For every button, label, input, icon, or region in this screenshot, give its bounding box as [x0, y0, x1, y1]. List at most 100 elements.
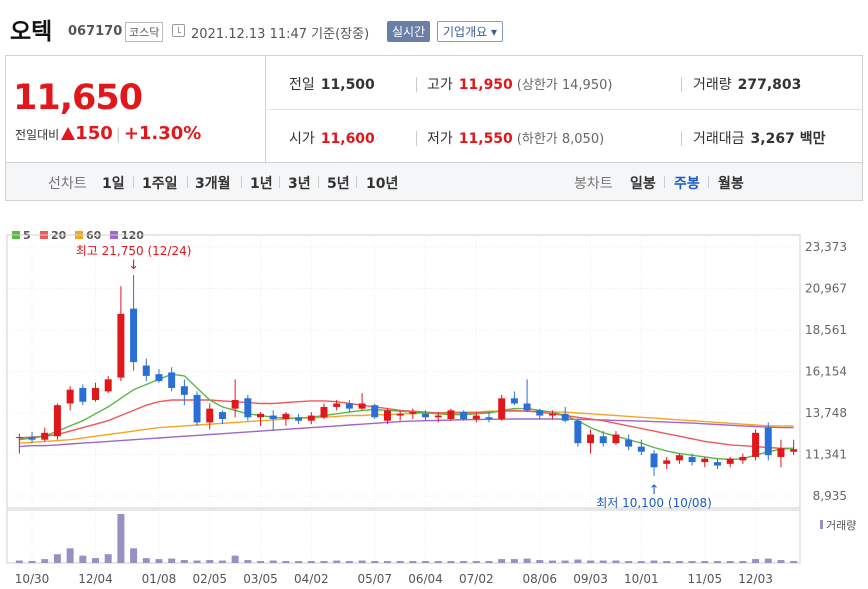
candle-body [15, 437, 23, 439]
x-tick-label: 04/02 [294, 572, 329, 586]
candle [739, 453, 747, 464]
ma20-line [19, 399, 794, 450]
ma5-line [19, 373, 794, 461]
volume-bar [142, 558, 150, 563]
candle-body [320, 406, 328, 418]
volume-bar [434, 561, 442, 563]
candle [777, 439, 785, 468]
candle-body [79, 387, 87, 402]
x-tick-label: 09/03 [573, 572, 608, 586]
x-axis: 10/30 12/04 01/08 02/05 03/05 04/02 05/07 06/04… [15, 572, 773, 586]
divider [708, 176, 709, 188]
period-3y[interactable]: 3년 [288, 176, 311, 192]
period-1y[interactable]: 1년 [250, 176, 273, 192]
candle-body [371, 405, 379, 418]
volume-bar [752, 559, 760, 563]
volume-bar [117, 514, 125, 563]
candle [53, 403, 61, 440]
volume-bar [66, 548, 74, 563]
period-1d[interactable]: 1일 [102, 176, 125, 192]
volume-bar [257, 561, 265, 563]
candle-body [358, 403, 366, 409]
ma60-line [19, 410, 794, 444]
volume-bar [155, 559, 163, 563]
candle-body [396, 413, 404, 416]
prev-close-value: 11,500 [320, 77, 375, 93]
candle-body [510, 398, 518, 404]
candle [193, 391, 201, 426]
volume-bar [79, 555, 87, 563]
high-label: 고가 [427, 77, 453, 93]
candle [218, 410, 226, 425]
divider: | [115, 125, 121, 143]
candle [422, 410, 430, 421]
candle-body [244, 398, 252, 418]
candle-body [637, 446, 645, 452]
divider [681, 131, 682, 146]
candle [130, 274, 138, 371]
volume-label: 거래량 [693, 77, 732, 93]
divider [416, 131, 417, 146]
candle-body [345, 403, 353, 409]
x-tick-label: 11/05 [688, 572, 723, 586]
candle-body [104, 379, 112, 392]
annotation-arrow: ↑ [649, 483, 660, 498]
candle [155, 368, 163, 383]
volume-bar [701, 561, 709, 563]
volume-bar [599, 560, 607, 563]
candle [663, 456, 671, 470]
candle-monthly[interactable]: 월봉 [718, 176, 744, 192]
candle-body [193, 394, 201, 423]
upper-limit: (상한가 14,950) [516, 78, 613, 93]
volume-bar [244, 560, 252, 563]
annotation-arrow: ↓ [128, 258, 139, 273]
candle [701, 456, 709, 468]
volume-bar [130, 548, 138, 563]
company-overview-dropdown[interactable]: 기업개요 ▾ [437, 21, 503, 42]
candle-daily[interactable]: 일봉 [630, 176, 656, 192]
candle [790, 439, 798, 456]
volume-bar [625, 561, 633, 563]
volume-bar [307, 561, 315, 563]
candle-body [41, 432, 49, 440]
realtime-button[interactable]: 실시간 [387, 21, 431, 42]
candle-body [218, 412, 226, 419]
period-1w[interactable]: 1주일 [142, 176, 178, 192]
volume-bar [193, 560, 201, 563]
period-5y[interactable]: 5년 [327, 176, 350, 192]
candle [688, 453, 696, 466]
low-price: 저가 11,550 (하한가 8,050) [427, 128, 604, 148]
candle [548, 410, 556, 419]
period-10y[interactable]: 10년 [366, 176, 399, 192]
change-label: 전일대비 [15, 128, 60, 142]
candle [752, 429, 760, 461]
candle-body [117, 313, 125, 378]
candle-weekly[interactable]: 주봉 [674, 176, 700, 192]
divider [416, 77, 417, 92]
candle [396, 410, 404, 421]
period-3m[interactable]: 3개월 [195, 176, 231, 192]
candle-body [485, 417, 493, 419]
line-chart-group-label: 선차트 [48, 176, 87, 192]
candle-body [409, 412, 417, 414]
volume-panel-frame [6, 509, 801, 564]
candle-body [269, 415, 277, 419]
candle [92, 382, 99, 402]
candle [409, 408, 417, 419]
divider [279, 176, 280, 188]
x-tick-label: 12/04 [78, 572, 113, 586]
candle [231, 379, 239, 418]
period-bar: 선차트 1일 1주일 3개월 1년 3년 5년 10년 봉차트 일봉 주봉 월봉 [5, 163, 863, 201]
price-change: 전일대비 150 | +1.30% [15, 123, 201, 144]
candle [28, 431, 36, 444]
volume-bar [371, 561, 379, 563]
divider [133, 176, 134, 188]
candle [472, 412, 480, 423]
volume-bar [28, 561, 36, 563]
volume-bar [345, 561, 353, 563]
candle [625, 434, 633, 451]
candle [574, 418, 582, 447]
up-triangle-icon [61, 127, 76, 140]
volume-bar [206, 560, 214, 563]
candle-body [66, 389, 74, 404]
